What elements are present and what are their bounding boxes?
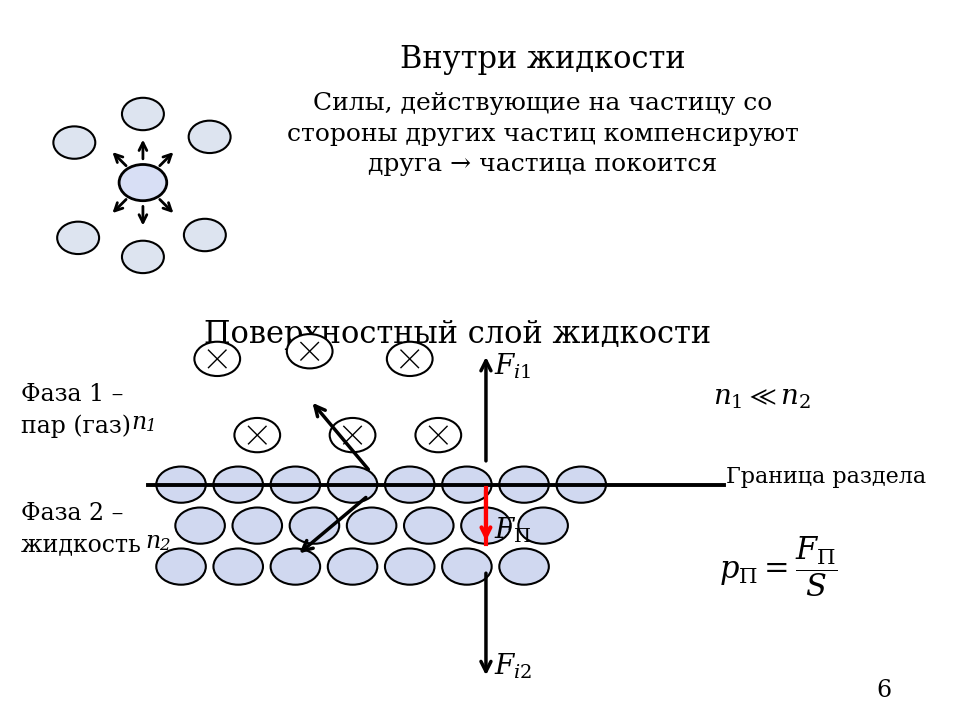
Ellipse shape	[119, 164, 167, 201]
Ellipse shape	[329, 418, 375, 452]
Text: Фаза 2 –: Фаза 2 –	[21, 502, 123, 525]
Text: $n_1 \ll n_2$: $n_1 \ll n_2$	[712, 383, 810, 411]
Ellipse shape	[499, 549, 549, 585]
Ellipse shape	[290, 508, 339, 544]
Ellipse shape	[385, 467, 435, 503]
Text: 1: 1	[146, 418, 156, 435]
Ellipse shape	[443, 549, 492, 585]
Text: $F_{i1}$: $F_{i1}$	[493, 352, 531, 382]
Ellipse shape	[122, 240, 164, 273]
Text: $p_\Pi = \dfrac{F_\Pi}{S}$: $p_\Pi = \dfrac{F_\Pi}{S}$	[719, 534, 838, 599]
Text: Граница раздела: Граница раздела	[726, 466, 926, 488]
Text: Внутри жидкости: Внутри жидкости	[400, 45, 686, 76]
Ellipse shape	[271, 467, 320, 503]
Ellipse shape	[184, 219, 226, 251]
Ellipse shape	[557, 467, 606, 503]
Text: $F_\Pi$: $F_\Pi$	[493, 516, 531, 545]
Ellipse shape	[287, 334, 332, 369]
Ellipse shape	[416, 418, 461, 452]
Ellipse shape	[58, 222, 99, 254]
Ellipse shape	[461, 508, 511, 544]
Ellipse shape	[271, 549, 320, 585]
Ellipse shape	[156, 467, 205, 503]
Ellipse shape	[176, 508, 225, 544]
Ellipse shape	[518, 508, 568, 544]
Text: 6: 6	[876, 679, 892, 702]
Ellipse shape	[122, 98, 164, 130]
Text: пар (газ): пар (газ)	[21, 414, 138, 438]
Text: $n$: $n$	[132, 411, 147, 434]
Text: $F_{i2}$: $F_{i2}$	[493, 652, 532, 681]
Text: стороны других частиц компенсируют: стороны других частиц компенсируют	[287, 122, 799, 145]
Text: Поверхностный слой жидкости: Поверхностный слой жидкости	[204, 319, 711, 350]
Ellipse shape	[194, 342, 240, 376]
Text: 2: 2	[159, 537, 170, 554]
Ellipse shape	[443, 467, 492, 503]
Ellipse shape	[213, 549, 263, 585]
Ellipse shape	[213, 467, 263, 503]
Ellipse shape	[327, 467, 377, 503]
Text: жидкость: жидкость	[21, 534, 149, 557]
Ellipse shape	[234, 418, 280, 452]
Text: $n$: $n$	[145, 531, 160, 554]
Ellipse shape	[404, 508, 453, 544]
Text: Силы, действующие на частицу со: Силы, действующие на частицу со	[314, 92, 773, 115]
Ellipse shape	[327, 549, 377, 585]
Ellipse shape	[156, 549, 205, 585]
Ellipse shape	[347, 508, 396, 544]
Ellipse shape	[499, 467, 549, 503]
Text: Фаза 1 –: Фаза 1 –	[21, 383, 123, 405]
Ellipse shape	[385, 549, 435, 585]
Ellipse shape	[232, 508, 282, 544]
Text: друга → частица покоится: друга → частица покоится	[369, 153, 718, 176]
Ellipse shape	[54, 127, 95, 159]
Ellipse shape	[387, 342, 433, 376]
Ellipse shape	[189, 121, 230, 153]
